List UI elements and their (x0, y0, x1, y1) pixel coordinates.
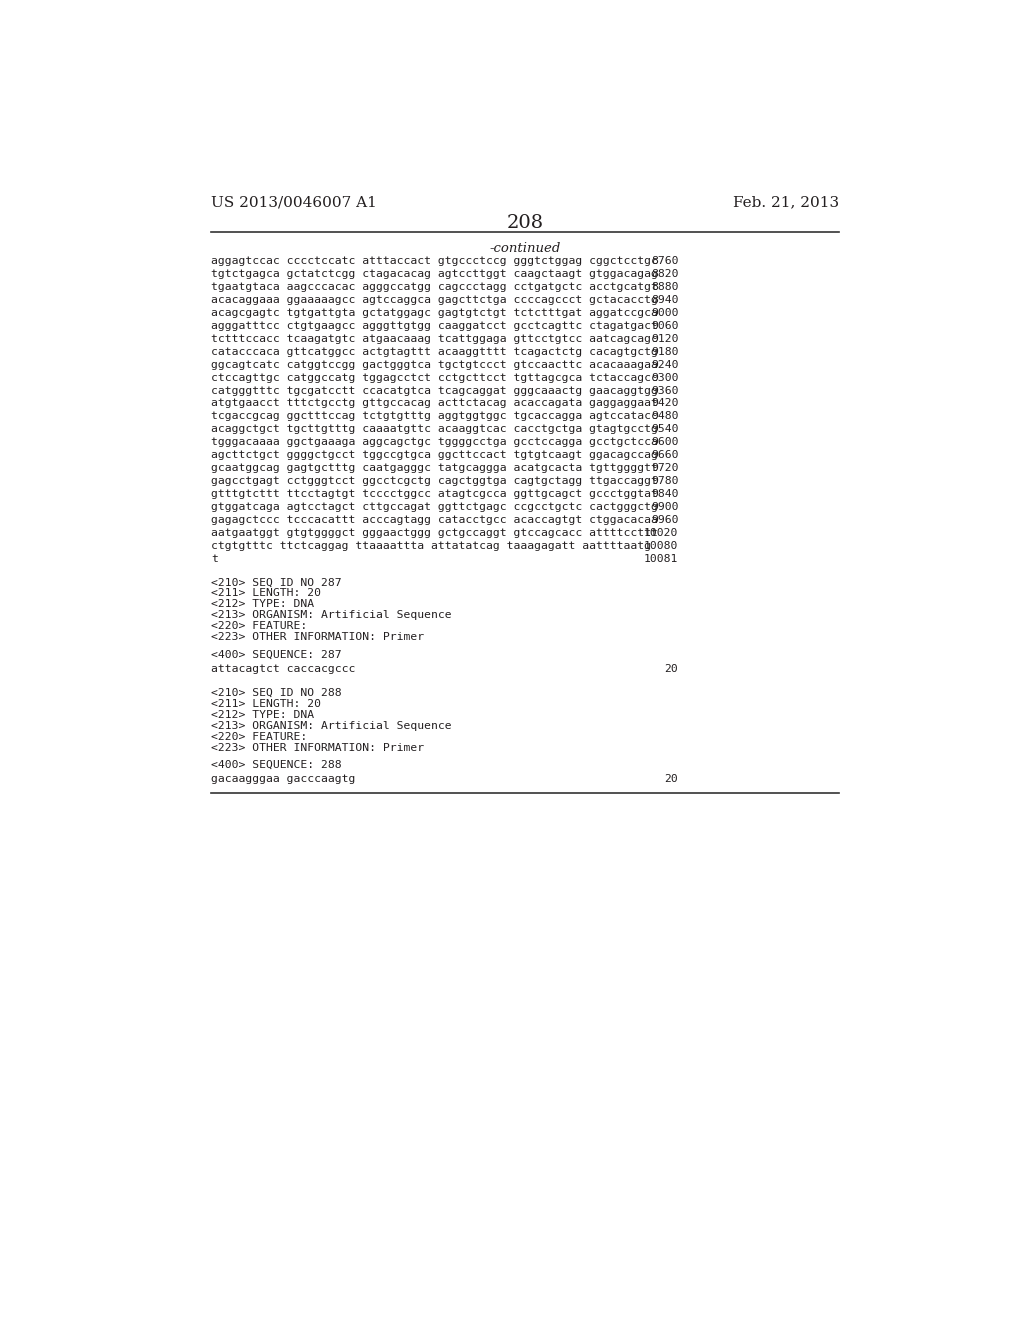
Text: 9360: 9360 (650, 385, 678, 396)
Text: <210> SEQ ID NO 288: <210> SEQ ID NO 288 (211, 688, 342, 698)
Text: <223> OTHER INFORMATION: Primer: <223> OTHER INFORMATION: Primer (211, 743, 424, 752)
Text: t: t (211, 553, 218, 564)
Text: 10020: 10020 (644, 528, 678, 537)
Text: ctccagttgc catggccatg tggagcctct cctgcttcct tgttagcgca tctaccagcc: ctccagttgc catggccatg tggagcctct cctgctt… (211, 372, 657, 383)
Text: 9060: 9060 (650, 321, 678, 331)
Text: <220> FEATURE:: <220> FEATURE: (211, 731, 307, 742)
Text: 9960: 9960 (650, 515, 678, 525)
Text: <220> FEATURE:: <220> FEATURE: (211, 622, 307, 631)
Text: Feb. 21, 2013: Feb. 21, 2013 (732, 195, 839, 210)
Text: catacccaca gttcatggcc actgtagttt acaaggtttt tcagactctg cacagtgctg: catacccaca gttcatggcc actgtagttt acaaggt… (211, 347, 657, 356)
Text: atgtgaacct tttctgcctg gttgccacag acttctacag acaccagata gaggaggaat: atgtgaacct tttctgcctg gttgccacag acttcta… (211, 399, 657, 408)
Text: 10081: 10081 (644, 553, 678, 564)
Text: ctgtgtttc ttctcaggag ttaaaattta attatatcag taaagagatt aattttaatg: ctgtgtttc ttctcaggag ttaaaattta attatatc… (211, 541, 651, 550)
Text: acacaggaaa ggaaaaagcc agtccaggca gagcttctga ccccagccct gctacacctg: acacaggaaa ggaaaaagcc agtccaggca gagcttc… (211, 294, 657, 305)
Text: aggagtccac cccctccatc atttaccact gtgccctccg gggtctggag cggctcctgc: aggagtccac cccctccatc atttaccact gtgccct… (211, 256, 657, 267)
Text: 9180: 9180 (650, 347, 678, 356)
Text: <400> SEQUENCE: 288: <400> SEQUENCE: 288 (211, 760, 342, 770)
Text: 9720: 9720 (650, 463, 678, 473)
Text: <213> ORGANISM: Artificial Sequence: <213> ORGANISM: Artificial Sequence (211, 721, 452, 731)
Text: acagcgagtc tgtgattgta gctatggagc gagtgtctgt tctctttgat aggatccgca: acagcgagtc tgtgattgta gctatggagc gagtgtc… (211, 308, 657, 318)
Text: 9660: 9660 (650, 450, 678, 461)
Text: tcgaccgcag ggctttccag tctgtgtttg aggtggtggc tgcaccagga agtccatacc: tcgaccgcag ggctttccag tctgtgtttg aggtggt… (211, 412, 657, 421)
Text: 9120: 9120 (650, 334, 678, 343)
Text: aatgaatggt gtgtggggct gggaactggg gctgccaggt gtccagcacc attttccttt: aatgaatggt gtgtggggct gggaactggg gctgcca… (211, 528, 657, 537)
Text: gtttgtcttt ttcctagtgt tcccctggcc atagtcgcca ggttgcagct gccctggtat: gtttgtcttt ttcctagtgt tcccctggcc atagtcg… (211, 488, 657, 499)
Text: tgggacaaaa ggctgaaaga aggcagctgc tggggcctga gcctccagga gcctgctcca: tgggacaaaa ggctgaaaga aggcagctgc tggggcc… (211, 437, 657, 447)
Text: gagagctccc tcccacattt acccagtagg catacctgcc acaccagtgt ctggacacaa: gagagctccc tcccacattt acccagtagg catacct… (211, 515, 657, 525)
Text: <212> TYPE: DNA: <212> TYPE: DNA (211, 710, 314, 719)
Text: <211> LENGTH: 20: <211> LENGTH: 20 (211, 589, 321, 598)
Text: agggatttcc ctgtgaagcc agggttgtgg caaggatcct gcctcagttc ctagatgact: agggatttcc ctgtgaagcc agggttgtgg caaggat… (211, 321, 657, 331)
Text: <212> TYPE: DNA: <212> TYPE: DNA (211, 599, 314, 610)
Text: 8940: 8940 (650, 294, 678, 305)
Text: 8760: 8760 (650, 256, 678, 267)
Text: <223> OTHER INFORMATION: Primer: <223> OTHER INFORMATION: Primer (211, 632, 424, 642)
Text: ggcagtcatc catggtccgg gactgggtca tgctgtccct gtccaacttc acacaaagaa: ggcagtcatc catggtccgg gactgggtca tgctgtc… (211, 359, 657, 370)
Text: catgggtttc tgcgatcctt ccacatgtca tcagcaggat gggcaaactg gaacaggtgg: catgggtttc tgcgatcctt ccacatgtca tcagcag… (211, 385, 657, 396)
Text: 8820: 8820 (650, 269, 678, 279)
Text: agcttctgct ggggctgcct tggccgtgca ggcttccact tgtgtcaagt ggacagccag: agcttctgct ggggctgcct tggccgtgca ggcttcc… (211, 450, 657, 461)
Text: gcaatggcag gagtgctttg caatgagggc tatgcaggga acatgcacta tgttggggtt: gcaatggcag gagtgctttg caatgagggc tatgcag… (211, 463, 657, 473)
Text: 9000: 9000 (650, 308, 678, 318)
Text: US 2013/0046007 A1: US 2013/0046007 A1 (211, 195, 377, 210)
Text: <213> ORGANISM: Artificial Sequence: <213> ORGANISM: Artificial Sequence (211, 610, 452, 620)
Text: tgaatgtaca aagcccacac agggccatgg cagccctagg cctgatgctc acctgcatgt: tgaatgtaca aagcccacac agggccatgg cagccct… (211, 282, 657, 292)
Text: -continued: -continued (489, 242, 560, 255)
Text: 9240: 9240 (650, 359, 678, 370)
Text: gacaagggaa gacccaagtg: gacaagggaa gacccaagtg (211, 775, 355, 784)
Text: tgtctgagca gctatctcgg ctagacacag agtccttggt caagctaagt gtggacagag: tgtctgagca gctatctcgg ctagacacag agtcctt… (211, 269, 657, 279)
Text: 9480: 9480 (650, 412, 678, 421)
Text: 9900: 9900 (650, 502, 678, 512)
Text: 9780: 9780 (650, 477, 678, 486)
Text: 9300: 9300 (650, 372, 678, 383)
Text: <211> LENGTH: 20: <211> LENGTH: 20 (211, 698, 321, 709)
Text: 10080: 10080 (644, 541, 678, 550)
Text: 8880: 8880 (650, 282, 678, 292)
Text: 9600: 9600 (650, 437, 678, 447)
Text: acaggctgct tgcttgtttg caaaatgttc acaaggtcac cacctgctga gtagtgcctg: acaggctgct tgcttgtttg caaaatgttc acaaggt… (211, 424, 657, 434)
Text: gtggatcaga agtcctagct cttgccagat ggttctgagc ccgcctgctc cactgggctg: gtggatcaga agtcctagct cttgccagat ggttctg… (211, 502, 657, 512)
Text: 9420: 9420 (650, 399, 678, 408)
Text: tctttccacc tcaagatgtc atgaacaaag tcattggaga gttcctgtcc aatcagcagc: tctttccacc tcaagatgtc atgaacaaag tcattgg… (211, 334, 657, 343)
Text: attacagtct caccacgccc: attacagtct caccacgccc (211, 664, 355, 673)
Text: 208: 208 (506, 214, 544, 232)
Text: 9840: 9840 (650, 488, 678, 499)
Text: <400> SEQUENCE: 287: <400> SEQUENCE: 287 (211, 649, 342, 660)
Text: 20: 20 (665, 775, 678, 784)
Text: <210> SEQ ID NO 287: <210> SEQ ID NO 287 (211, 577, 342, 587)
Text: 20: 20 (665, 664, 678, 673)
Text: 9540: 9540 (650, 424, 678, 434)
Text: gagcctgagt cctgggtcct ggcctcgctg cagctggtga cagtgctagg ttgaccaggt: gagcctgagt cctgggtcct ggcctcgctg cagctgg… (211, 477, 657, 486)
